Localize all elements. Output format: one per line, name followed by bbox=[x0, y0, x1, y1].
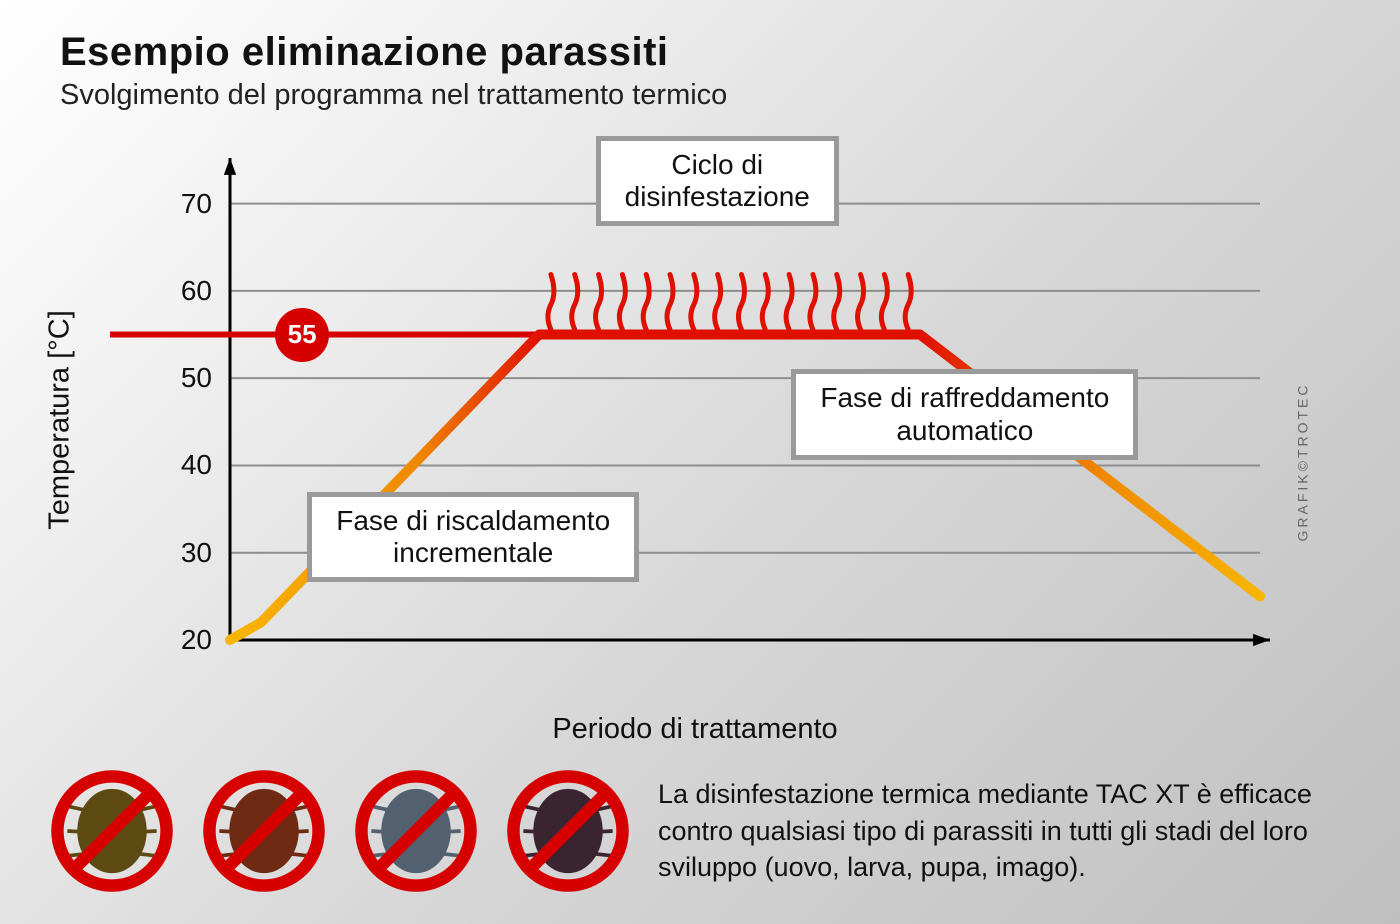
pest-icons bbox=[50, 769, 630, 893]
bedbug-icon bbox=[202, 769, 326, 893]
callout-cycle: Ciclo didisinfestazione bbox=[596, 136, 839, 226]
footer-row: La disinfestazione termica mediante TAC … bbox=[50, 746, 1350, 916]
callout-heating: Fase di riscaldamentoincrementale bbox=[307, 492, 639, 582]
y-tick: 20 bbox=[172, 624, 212, 656]
page-title: Esempio eliminazione parassiti bbox=[60, 30, 727, 75]
y-tick: 30 bbox=[172, 537, 212, 569]
page-subtitle: Svolgimento del programma nel trattament… bbox=[60, 79, 727, 112]
footer-text: La disinfestazione termica mediante TAC … bbox=[658, 776, 1350, 885]
y-tick: 70 bbox=[172, 188, 212, 220]
y-tick: 60 bbox=[172, 275, 212, 307]
credit: GRAFIK©TROTEC bbox=[1295, 383, 1311, 542]
header: Esempio eliminazione parassiti Svolgimen… bbox=[60, 30, 727, 112]
x-axis-label: Periodo di trattamento bbox=[552, 713, 837, 746]
mite-icon bbox=[50, 769, 174, 893]
y-tick: 40 bbox=[172, 449, 212, 481]
callout-cooling: Fase di raffreddamentoautomatico bbox=[791, 369, 1138, 459]
highlight-badge: 55 bbox=[275, 308, 329, 362]
y-tick: 50 bbox=[172, 362, 212, 394]
chart: Temperatura [°C] Periodo di trattamento … bbox=[110, 150, 1280, 690]
y-axis-label: Temperatura [°C] bbox=[44, 310, 77, 530]
silverfish-icon bbox=[354, 769, 478, 893]
cockroach-icon bbox=[506, 769, 630, 893]
